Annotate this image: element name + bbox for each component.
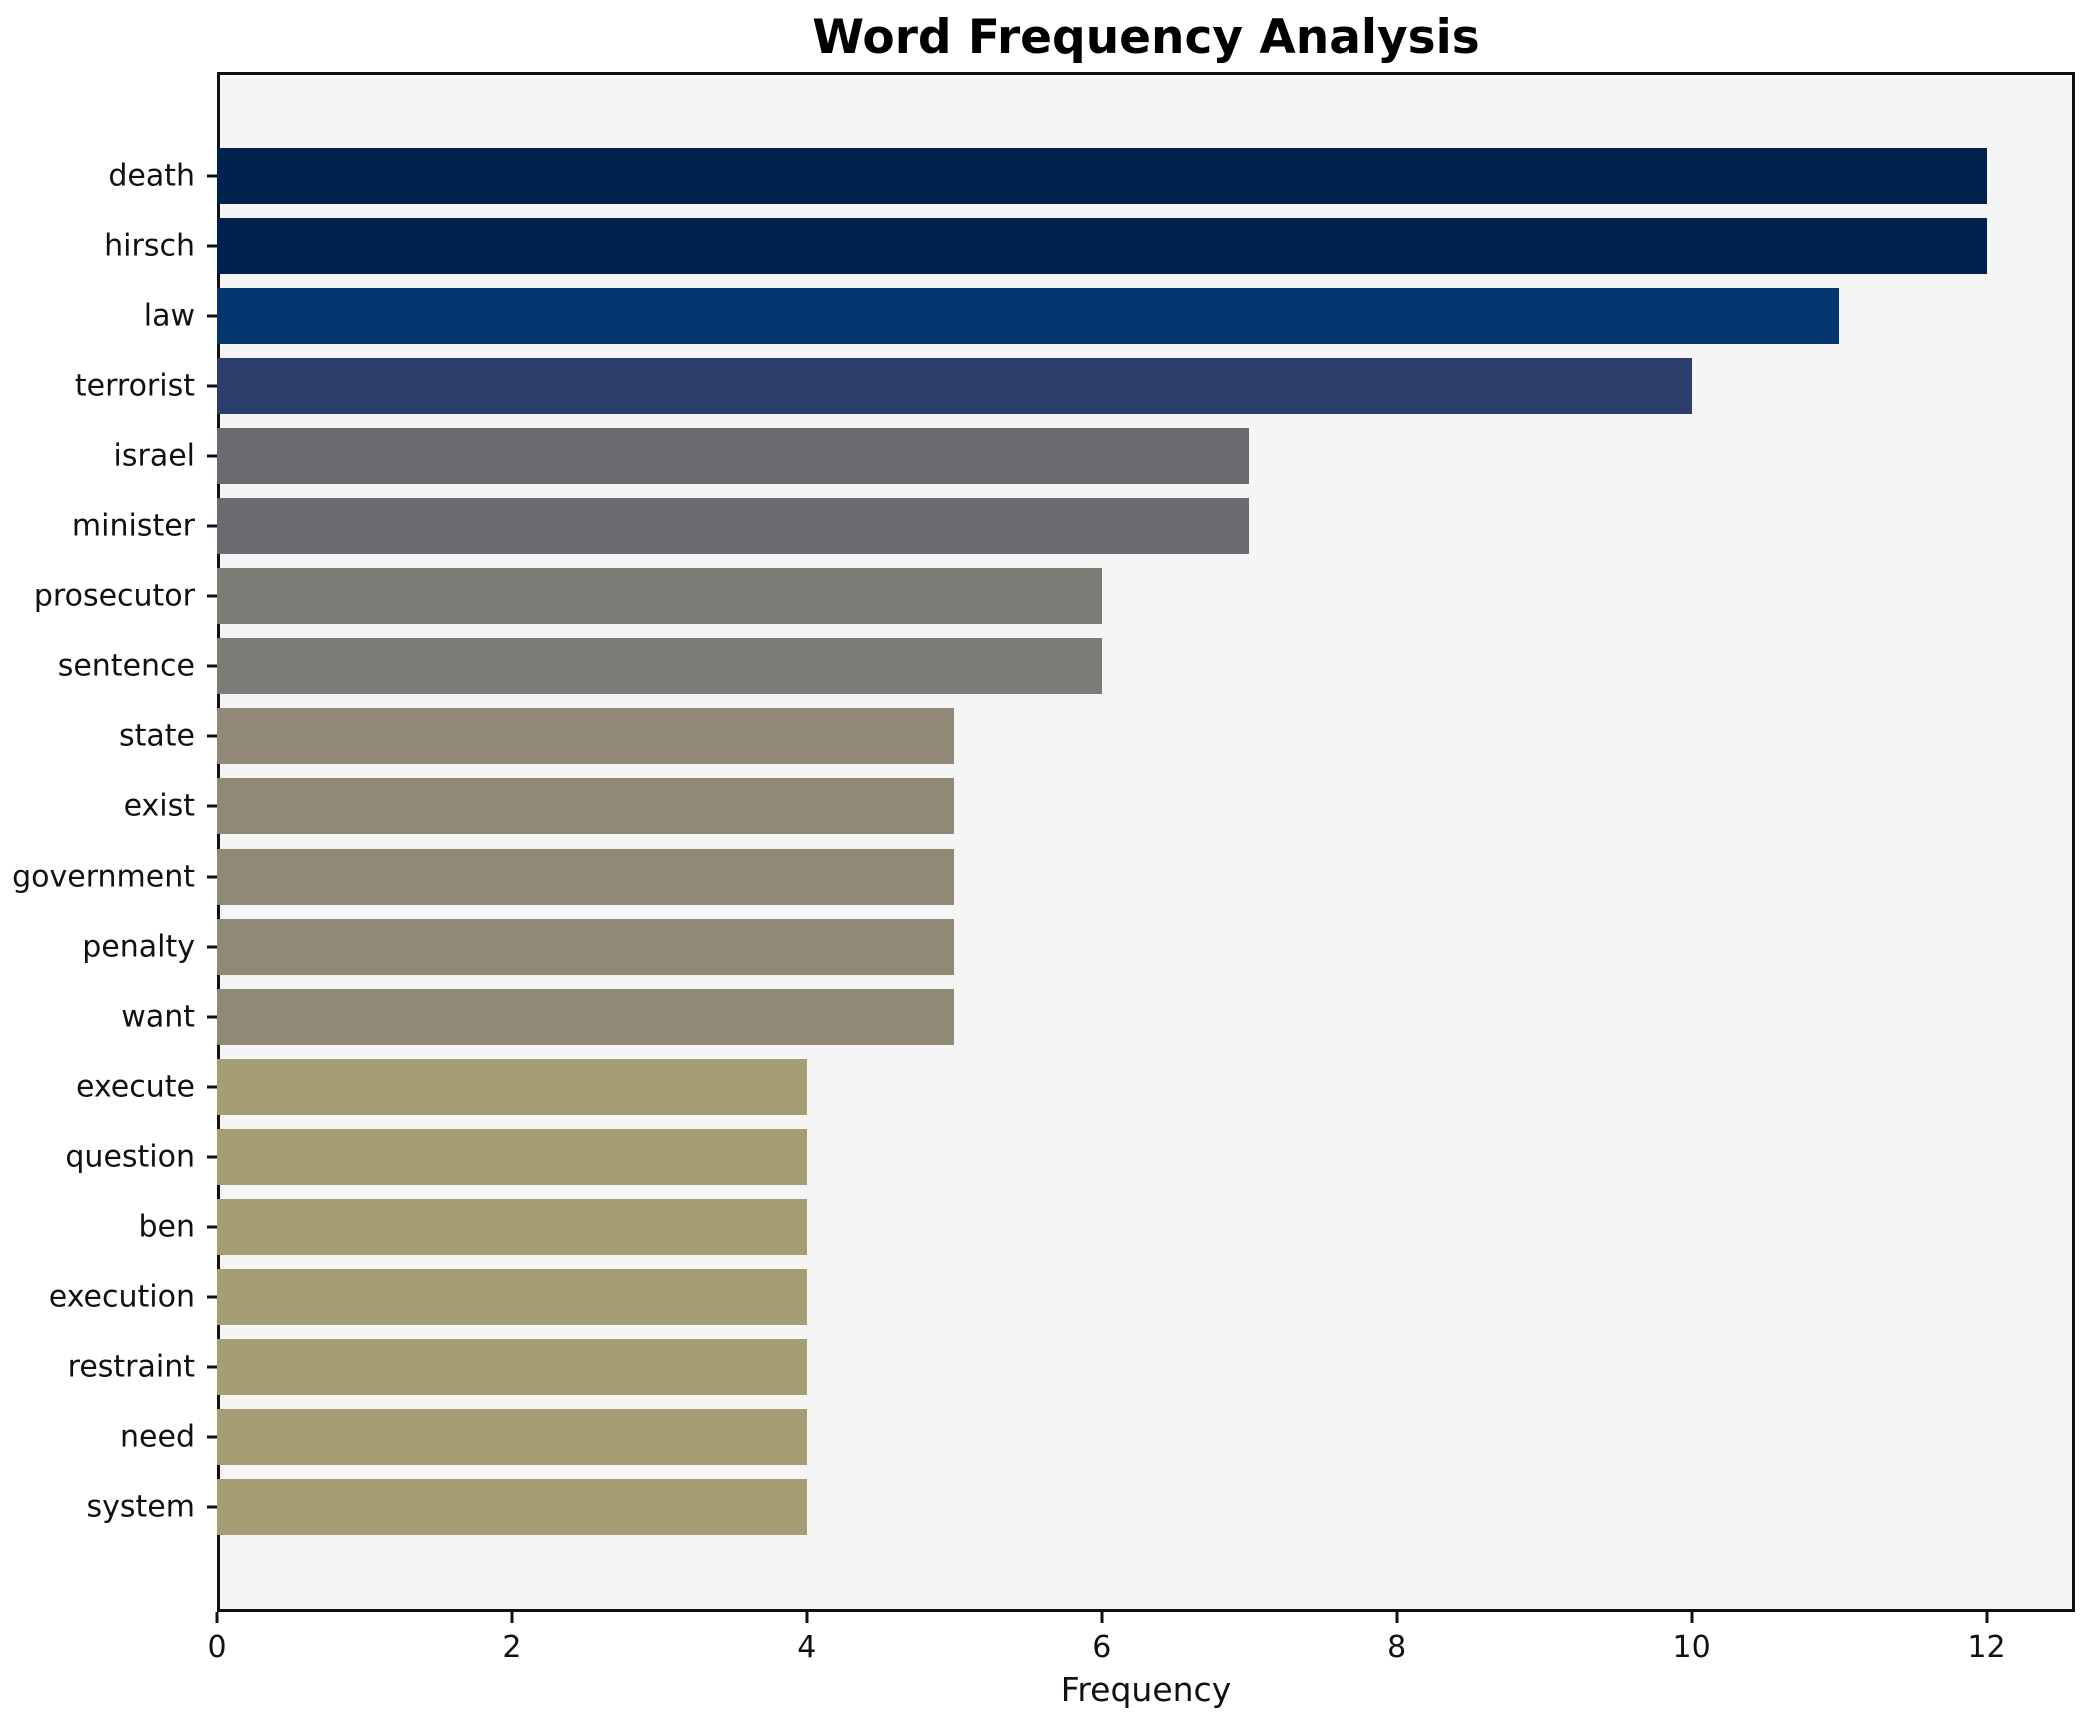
bar-law xyxy=(217,288,1840,345)
y-tick-label-question: question xyxy=(65,1139,195,1175)
y-tick-label-government: government xyxy=(12,859,195,895)
y-tick-label-hirsch: hirsch xyxy=(104,228,195,264)
y-tick-mark xyxy=(207,1365,217,1369)
y-tick-label-state: state xyxy=(119,718,195,754)
y-tick-mark xyxy=(207,804,217,808)
bar-terrorist xyxy=(217,358,1692,415)
y-tick-label-restraint: restraint xyxy=(67,1349,195,1385)
y-tick-mark xyxy=(207,1225,217,1229)
x-tick-mark xyxy=(1985,1612,1989,1623)
x-tick-label-4: 4 xyxy=(797,1630,817,1665)
x-tick-mark xyxy=(510,1612,514,1623)
y-tick-mark xyxy=(207,1085,217,1089)
bar-want xyxy=(217,988,955,1045)
y-tick-mark xyxy=(207,524,217,528)
y-tick-mark xyxy=(207,875,217,879)
y-tick-mark xyxy=(207,1435,217,1439)
bar-system xyxy=(217,1478,807,1535)
y-tick-mark xyxy=(207,1155,217,1159)
y-tick-label-need: need xyxy=(120,1419,195,1455)
bar-hirsch xyxy=(217,218,1987,275)
x-tick-label-12: 12 xyxy=(1967,1630,2006,1665)
x-tick-label-10: 10 xyxy=(1672,1630,1711,1665)
bar-need xyxy=(217,1408,807,1465)
x-tick-mark xyxy=(1100,1612,1104,1623)
bar-israel xyxy=(217,428,1250,485)
y-tick-mark xyxy=(207,244,217,248)
y-tick-mark xyxy=(207,1505,217,1509)
x-tick-mark xyxy=(1395,1612,1399,1623)
chart-title: Word Frequency Analysis xyxy=(812,9,1480,65)
y-tick-mark xyxy=(207,1015,217,1019)
bar-sentence xyxy=(217,638,1102,695)
y-tick-mark xyxy=(207,734,217,738)
x-axis-title: Frequency xyxy=(1060,1669,1232,1709)
x-tick-mark xyxy=(805,1612,809,1623)
y-tick-label-sentence: sentence xyxy=(57,648,195,684)
x-tick-mark xyxy=(215,1612,219,1623)
bar-prosecutor xyxy=(217,568,1102,625)
y-tick-label-execution: execution xyxy=(48,1279,195,1315)
y-tick-mark xyxy=(207,314,217,318)
y-tick-label-minister: minister xyxy=(71,508,195,544)
y-tick-label-system: system xyxy=(86,1489,195,1525)
y-tick-mark xyxy=(207,174,217,178)
y-tick-label-want: want xyxy=(121,999,195,1035)
bar-state xyxy=(217,708,955,765)
bar-execution xyxy=(217,1268,807,1325)
bar-exist xyxy=(217,778,955,835)
bar-restraint xyxy=(217,1338,807,1395)
bar-penalty xyxy=(217,918,955,975)
y-tick-mark xyxy=(207,454,217,458)
y-tick-label-exist: exist xyxy=(123,788,195,824)
y-tick-label-death: death xyxy=(108,158,195,194)
y-tick-label-execute: execute xyxy=(76,1069,195,1105)
y-tick-label-terrorist: terrorist xyxy=(74,368,195,404)
y-tick-label-penalty: penalty xyxy=(82,929,195,965)
y-tick-label-israel: israel xyxy=(113,438,195,474)
bar-minister xyxy=(217,498,1250,555)
bar-ben xyxy=(217,1198,807,1255)
bar-question xyxy=(217,1128,807,1185)
x-tick-label-6: 6 xyxy=(1092,1630,1112,1665)
y-tick-label-prosecutor: prosecutor xyxy=(33,578,195,614)
y-tick-label-ben: ben xyxy=(138,1209,195,1245)
y-tick-mark xyxy=(207,945,217,949)
x-tick-label-2: 2 xyxy=(502,1630,522,1665)
bar-government xyxy=(217,848,955,905)
y-tick-label-law: law xyxy=(143,298,195,334)
x-tick-mark xyxy=(1690,1612,1694,1623)
y-tick-mark xyxy=(207,594,217,598)
bar-execute xyxy=(217,1058,807,1115)
bar-death xyxy=(217,148,1987,205)
y-tick-mark xyxy=(207,384,217,388)
x-tick-label-0: 0 xyxy=(207,1630,227,1665)
x-tick-label-8: 8 xyxy=(1387,1630,1407,1665)
y-tick-mark xyxy=(207,664,217,668)
y-tick-mark xyxy=(207,1295,217,1299)
